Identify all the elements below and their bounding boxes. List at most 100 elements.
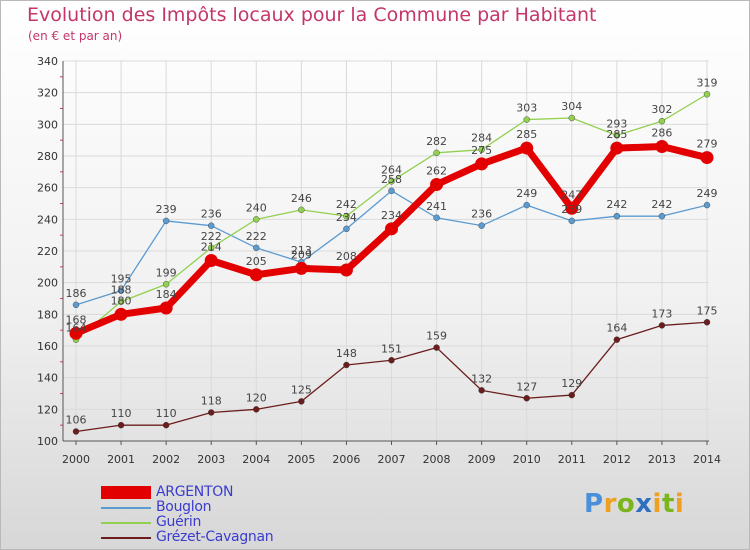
data-label-argenton: 168 [66,313,87,326]
y-tick-label: 340 [37,55,58,68]
data-label-argenton: 180 [111,294,132,307]
y-tick-label: 320 [37,87,58,100]
data-point-argenton [475,157,489,171]
y-tick-label: 100 [37,435,58,448]
data-point-guerin [478,146,485,153]
data-point-bouglon [433,214,440,221]
legend-item-guerin: Guérin [101,515,361,530]
data-point-argenton [700,151,714,165]
data-label-bouglon: 213 [291,244,312,257]
x-tick-label: 2009 [468,453,496,466]
y-tick-label: 260 [37,182,58,195]
data-point-argenton [294,261,308,275]
data-point-guerin [703,91,711,98]
data-label-guerin: 164 [66,322,87,335]
x-tick-label: 2000 [62,453,90,466]
data-point-guerin [117,298,125,305]
legend-swatch-guerin [101,522,151,524]
data-point-bouglon [703,201,711,209]
data-point-grezet [298,398,305,405]
x-tick-label: 2012 [603,453,631,466]
data-point-argenton [565,201,579,215]
data-label-guerin: 304 [561,100,582,113]
legend-label-bouglon: Bouglon [156,499,212,515]
logo-letter: P [584,489,604,519]
data-point-grezet [523,395,530,402]
data-label-argenton: 184 [156,288,177,301]
data-point-bouglon [253,244,260,252]
data-label-argenton: 275 [471,144,492,157]
data-label-grezet: 106 [66,414,87,427]
line-chart: 100 120 140 160 180 200 220 240 260 280 300 320 340 2… [37,55,721,466]
data-label-bouglon: 236 [201,208,222,221]
y-tick-label: 200 [37,277,58,290]
legend-label-grezet: Grézet-Cavagnan [156,529,274,545]
legend-label-argenton: ARGENTON [156,484,234,500]
data-label-argenton: 247 [561,188,582,201]
legend: ARGENTON Bouglon Guérin Grézet-Cavagnan [101,485,361,545]
data-label-guerin: 303 [516,102,537,115]
data-point-bouglon [72,301,80,309]
data-label-grezet: 127 [516,380,537,393]
data-label-guerin: 302 [651,103,672,116]
data-label-grezet: 151 [381,342,402,355]
data-point-argenton [610,141,624,155]
y-tick-label: 240 [37,213,58,226]
chart-subtitle: (en € et par an) [28,29,123,43]
data-point-bouglon [208,222,215,229]
legend-swatch-argenton [101,486,151,499]
data-label-argenton: 285 [606,128,627,141]
data-point-argenton [204,254,218,267]
y-tick-label: 160 [37,340,58,353]
legend-item-grezet: Grézet-Cavagnan [101,530,361,545]
data-label-argenton: 205 [246,255,267,268]
data-label-bouglon: 195 [111,273,132,286]
data-label-bouglon: 249 [516,187,537,200]
y-tick-label: 220 [37,245,58,258]
data-label-argenton: 234 [381,209,402,222]
y-tick-label: 180 [37,308,58,321]
x-tick-label: 2007 [378,453,406,466]
x-tick-label: 2003 [197,453,225,466]
logo-letter: r [603,489,617,519]
data-label-argenton: 279 [697,138,718,151]
data-label-grezet: 110 [156,407,177,420]
legend-swatch-bouglon [101,507,151,509]
x-tick-label: 2014 [693,453,721,466]
data-label-guerin: 282 [426,135,447,148]
data-point-grezet [208,409,215,416]
axes: 100 120 140 160 180 200 220 240 260 280 300 320 340 2… [37,55,721,466]
data-point-grezet [433,344,440,351]
x-tick-label: 2002 [152,453,180,466]
data-point-grezet [253,406,260,413]
data-label-guerin: 222 [201,230,222,243]
data-point-grezet [613,336,621,343]
data-label-bouglon: 242 [606,198,627,211]
data-point-guerin [568,114,575,122]
x-tick-label: 2011 [558,453,586,466]
data-point-guerin [208,244,215,252]
y-tick-label: 140 [37,372,58,385]
data-label-bouglon: 186 [66,287,87,300]
series-lines [69,91,714,435]
data-label-argenton: 209 [291,248,312,261]
data-point-guerin [162,281,170,288]
data-point-grezet [568,391,575,399]
chart-title: Evolution des Impôts locaux pour la Comm… [27,4,597,26]
data-point-grezet [117,421,125,429]
y-tick-label: 120 [37,403,58,416]
data-label-grezet: 118 [201,395,222,408]
x-tick-label: 2001 [107,453,135,466]
y-tick-label: 280 [37,150,58,163]
logo-letter: t [661,489,675,519]
logo-letter: i [674,489,685,519]
data-label-grezet: 173 [651,307,672,320]
data-point-bouglon [478,222,485,229]
data-label-grezet: 148 [336,347,357,360]
data-label-grezet: 125 [291,383,312,396]
data-label-argenton: 214 [201,241,222,254]
proxiti-logo: Proxiti [584,489,684,519]
data-label-bouglon: 234 [336,211,357,224]
data-label-bouglon: 258 [381,173,402,186]
